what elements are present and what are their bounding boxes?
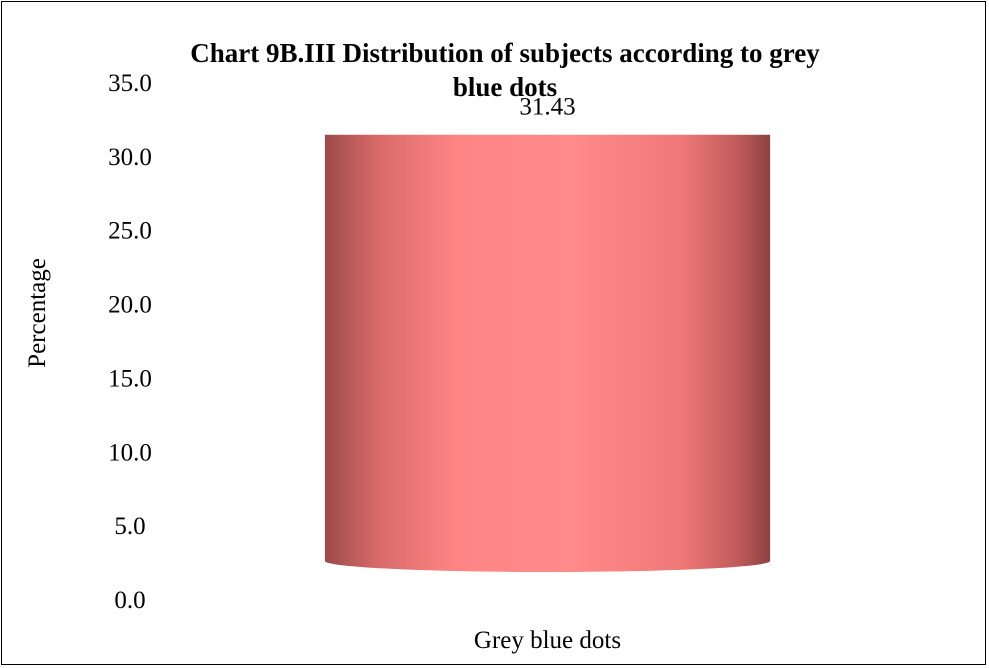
y-tick-label: 5.0: [114, 513, 145, 540]
y-tick-label: 20.0: [108, 292, 152, 319]
y-tick-label: 30.0: [108, 144, 152, 171]
y-axis-label: Percentage: [24, 258, 51, 368]
y-axis-ticks: 0.0 5.0 10.0 15.0 20.0 25.0 30.0 35.0: [108, 70, 152, 614]
y-tick-label: 10.0: [108, 439, 152, 466]
x-category-label: Grey blue dots: [474, 627, 621, 654]
chart-title-line-1: Chart 9B.III Distribution of subjects ac…: [190, 38, 820, 68]
y-tick-label: 35.0: [108, 70, 152, 97]
y-tick-label: 15.0: [108, 365, 152, 392]
data-label: 31.43: [519, 94, 575, 121]
chart-title-line-2: blue dots: [453, 72, 557, 102]
y-tick-label: 0.0: [114, 587, 145, 614]
bars: [324, 134, 771, 572]
bar: [324, 134, 771, 572]
x-axis-labels: Grey blue dots: [474, 627, 621, 654]
y-tick-label: 25.0: [108, 218, 152, 245]
data-labels: 31.43: [519, 94, 575, 121]
